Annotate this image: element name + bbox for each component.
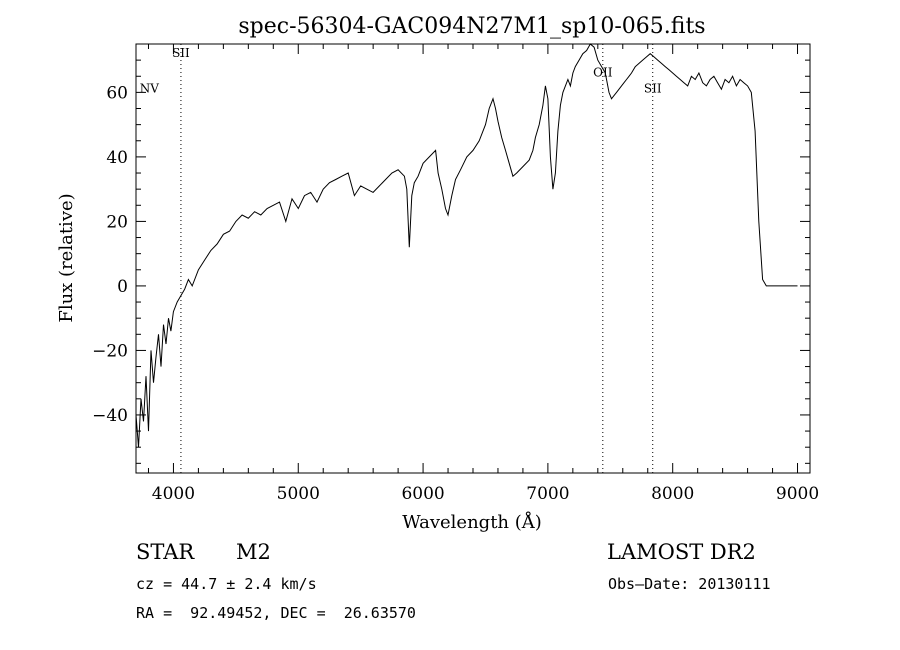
y-axis-ticks: −40 −20 0 20 40 60 xyxy=(92,43,810,464)
x-axis-label: Wavelength (Å) xyxy=(402,511,542,533)
y-axis-label: Flux (relative) xyxy=(56,193,77,322)
survey-name: LAMOST DR2 xyxy=(607,540,756,564)
line-marker-label: OII xyxy=(593,65,613,79)
line-marker-label: SII xyxy=(644,81,662,95)
x-tick-label: 7000 xyxy=(526,484,569,504)
x-tick-label: 4000 xyxy=(152,484,195,504)
annotation-label: NV xyxy=(140,81,160,95)
y-tick-label: 20 xyxy=(106,212,128,232)
coordinates: RA = 92.49452, DEC = 26.63570 xyxy=(136,604,416,622)
spectrum-line xyxy=(135,43,798,448)
x-tick-label: 5000 xyxy=(277,484,320,504)
y-tick-label: −20 xyxy=(92,341,128,361)
x-axis-ticks: 4000 5000 6000 7000 8000 9000 xyxy=(147,44,819,504)
y-tick-label: −40 xyxy=(92,406,128,426)
y-tick-label: 0 xyxy=(117,277,128,297)
redshift-text: cz = 44.7 ± 2.4 km/s xyxy=(136,575,317,593)
object-class: STAR xyxy=(136,540,195,564)
y-tick-label: 60 xyxy=(106,83,128,103)
spectral-line-markers: SII OII SII NV xyxy=(140,44,662,473)
x-tick-label: 6000 xyxy=(401,484,444,504)
line-marker-label: SII xyxy=(172,46,190,60)
obs-date: Obs–Date: 20130111 xyxy=(608,575,771,593)
y-tick-label: 40 xyxy=(106,148,128,168)
object-subclass: M2 xyxy=(236,540,271,564)
x-tick-label: 8000 xyxy=(651,484,694,504)
chart-title: spec-56304-GAC094N27M1_sp10-065.fits xyxy=(238,14,705,39)
plot-frame xyxy=(135,43,811,474)
x-tick-label: 9000 xyxy=(776,484,819,504)
